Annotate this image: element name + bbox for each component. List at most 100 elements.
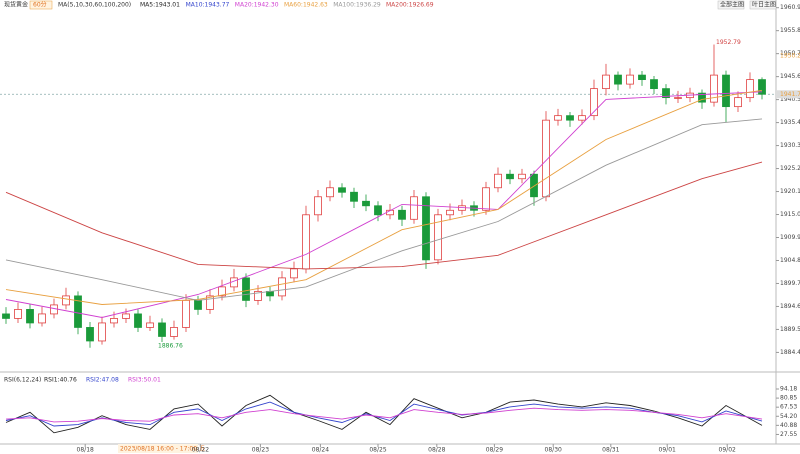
candle-body — [26, 309, 34, 324]
candle-body — [278, 277, 286, 297]
x-tick-label: 08/25 — [369, 447, 386, 454]
candle-body — [194, 300, 202, 310]
candle-body — [650, 79, 658, 90]
button[interactable] — [749, 0, 777, 10]
y-tick-label: 1955.86 — [780, 27, 800, 34]
y-tick-label: 1920.16 — [780, 188, 800, 195]
candle-body — [578, 115, 586, 121]
candle-body — [86, 327, 94, 342]
candle-body — [362, 200, 370, 207]
rsi-tick-label: 40.88 — [780, 422, 797, 429]
candle-body — [626, 74, 634, 85]
x-tick-label: 09/02 — [719, 447, 736, 454]
candle-body — [554, 115, 562, 121]
cursor-box — [118, 444, 198, 453]
candle-body — [482, 187, 490, 211]
candle-body — [410, 196, 418, 220]
ma-line — [5, 161, 763, 270]
y-tick-label: 1930.36 — [780, 142, 800, 149]
candle-body — [50, 304, 58, 315]
rsi-tick-label: 27.55 — [780, 431, 797, 438]
x-tick-label: 08/24 — [312, 447, 329, 454]
y-tick-label: 1894.66 — [780, 303, 800, 310]
candle-body — [446, 209, 454, 216]
side-label: 1950.27 — [780, 52, 800, 59]
candle-body — [494, 173, 502, 189]
y-tick-label: 1915.06 — [780, 211, 800, 218]
candle-body — [62, 295, 70, 306]
ma-line — [5, 91, 763, 318]
candle-body — [710, 74, 718, 103]
instrument-title: 现货黄金 — [4, 1, 28, 9]
rsi-title: RSI(6,12,24) — [4, 377, 41, 384]
rsi-tick-label: 80.85 — [780, 395, 797, 402]
candle-body — [746, 79, 754, 99]
y-tick-label: 1909.96 — [780, 234, 800, 241]
candle-body — [314, 196, 322, 216]
ma-readout: MA5:1943.01 — [140, 2, 180, 9]
y-tick-label: 1940.56 — [780, 96, 800, 103]
candle-body — [398, 209, 406, 220]
ma-readout: MA60:1942.63 — [284, 2, 328, 9]
candle-body — [374, 205, 382, 216]
y-tick-label: 1925.26 — [780, 165, 800, 172]
rsi-line — [5, 401, 763, 427]
button[interactable] — [717, 0, 745, 10]
rsi-line — [5, 407, 763, 423]
x-tick-label: 08/28 — [428, 447, 445, 454]
candle-body — [218, 286, 226, 297]
candle-body — [182, 300, 190, 328]
candle-body — [326, 187, 334, 198]
candle-body — [638, 74, 646, 81]
button-label[interactable]: 叶日主图 — [752, 1, 776, 9]
x-tick-label: 08/29 — [486, 447, 503, 454]
legend-label: RSI1:40.76 — [44, 377, 77, 384]
candle-body — [614, 74, 622, 85]
candle-body — [146, 322, 154, 328]
y-tick-label: 1889.56 — [780, 326, 800, 333]
high-label: 1952.79 — [716, 39, 741, 46]
x-tick-label: 08/23 — [252, 447, 269, 454]
indicator: MA(5,10,30,60,100,200) — [58, 2, 131, 9]
y-tick-label: 1899.76 — [780, 280, 800, 287]
x-tick-label: 09/01 — [659, 447, 676, 454]
candle-body — [290, 268, 298, 279]
candle-body — [590, 88, 598, 117]
candle-body — [14, 309, 22, 319]
candle-body — [602, 74, 610, 90]
rsi-tick-label: 94.18 — [780, 386, 797, 393]
ma-readout: MA100:1936.29 — [333, 2, 381, 9]
last-price-box — [777, 90, 800, 99]
candle-body — [158, 322, 166, 337]
period: 60分 — [33, 1, 47, 9]
candle-body — [698, 92, 706, 103]
candle-body — [350, 191, 358, 202]
ma-readout: MA20:1942.30 — [235, 2, 279, 9]
legend-label: RSI2:47.08 — [86, 377, 119, 384]
period-box — [29, 0, 53, 10]
candle-body — [170, 327, 178, 337]
candle-body — [422, 196, 430, 261]
x-tick-label: 08/31 — [602, 447, 619, 454]
candle-body — [434, 214, 442, 261]
button-label[interactable]: 全部主图 — [720, 1, 744, 9]
cursor-time: 2023/08/18 16:00 - 17:00 五 — [120, 446, 205, 453]
candle-body — [206, 295, 214, 310]
candle-body — [662, 88, 670, 99]
candle-body — [74, 295, 82, 328]
rsi-tick-label: 54.20 — [780, 413, 797, 420]
rsi-tick-label: 67.53 — [780, 404, 797, 411]
candle-body — [734, 97, 742, 108]
legend-label: RSI3:50.01 — [128, 377, 161, 384]
x-tick-label: 08/30 — [545, 447, 562, 454]
candle-body — [302, 214, 310, 270]
y-tick-label: 1950.76 — [780, 50, 800, 57]
candle-body — [338, 187, 346, 193]
ma-readout: MA200:1926.69 — [386, 2, 434, 9]
candle-body — [758, 79, 766, 95]
candle-body — [134, 313, 142, 328]
ma-line — [5, 118, 763, 301]
ma-readout: MA10:1943.77 — [186, 2, 230, 9]
candle-body — [566, 115, 574, 121]
